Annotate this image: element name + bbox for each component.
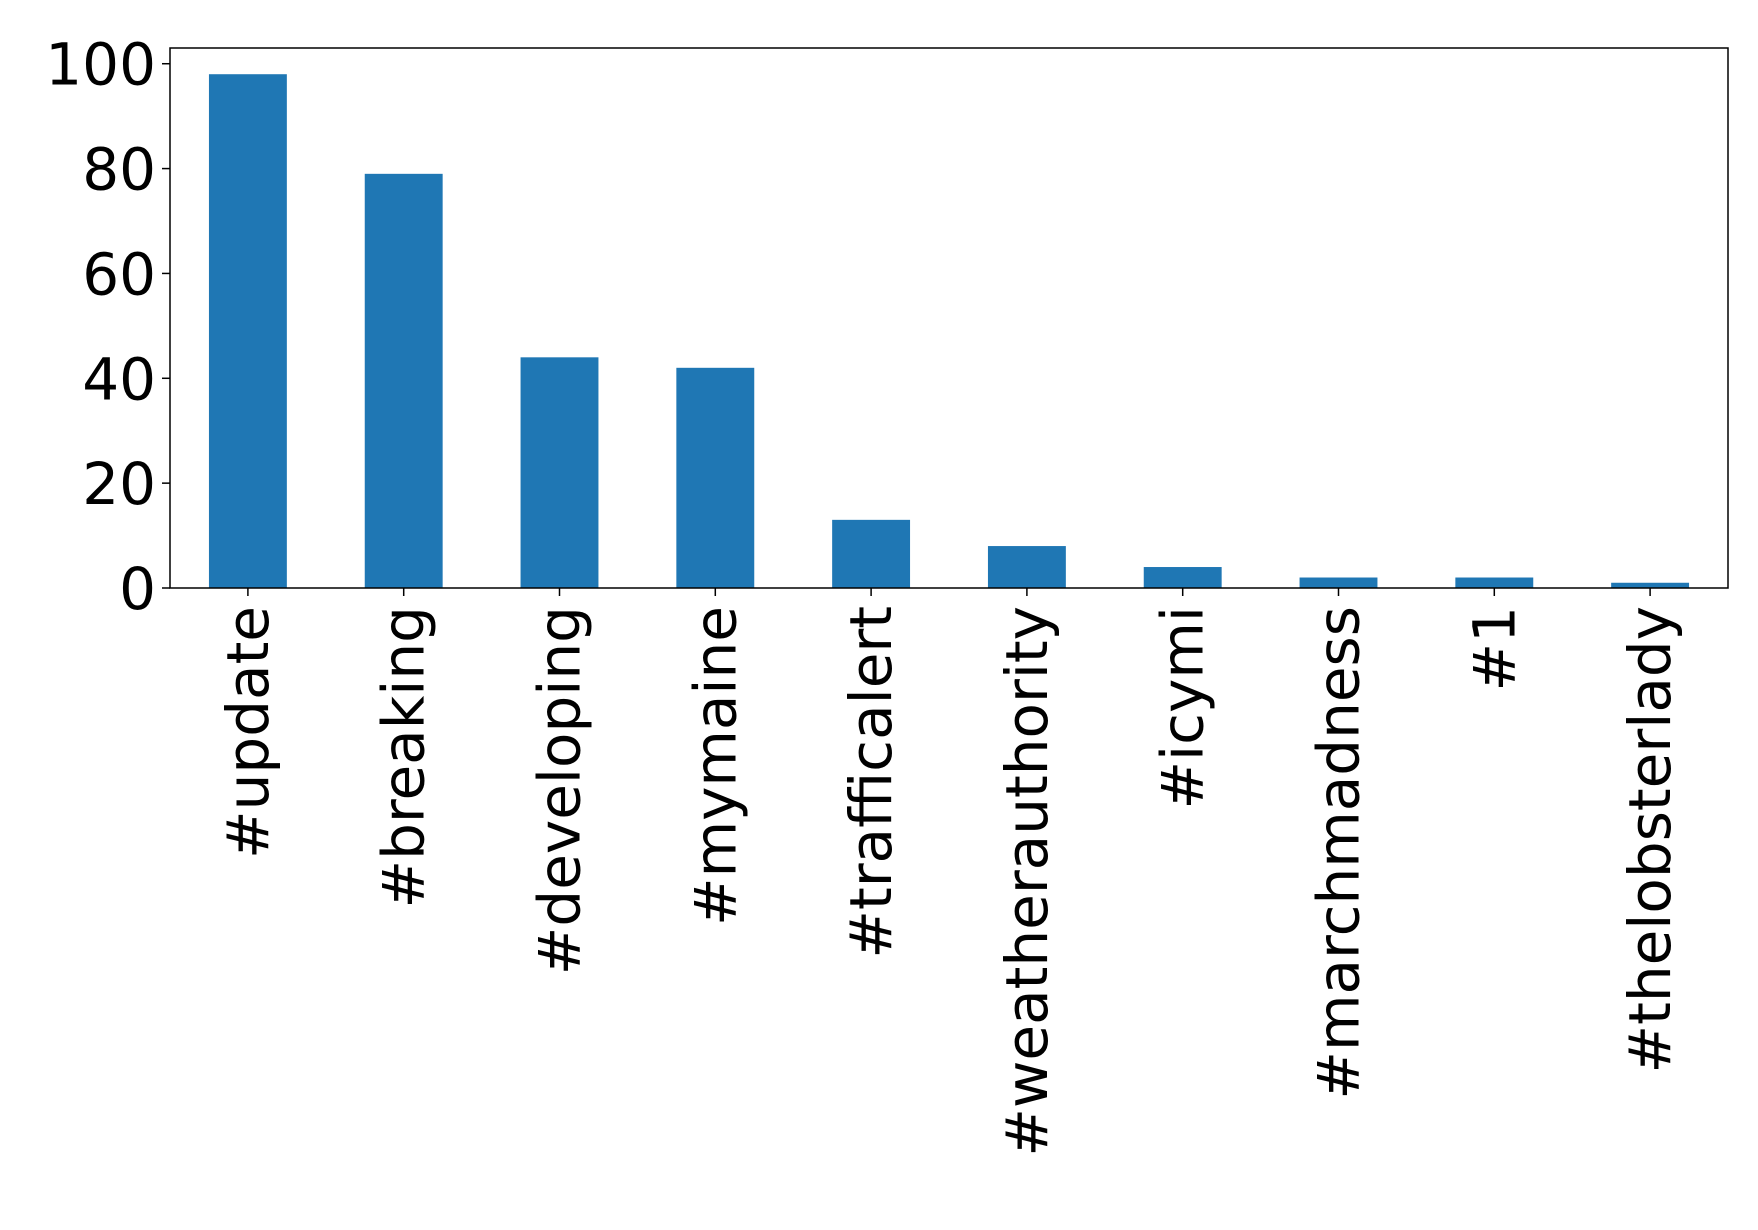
x-tick-label: #breaking: [370, 606, 438, 909]
x-tick-label: #1: [1460, 606, 1528, 692]
y-tick-label: 0: [119, 555, 156, 623]
x-axis: #update #breaking #developing #mymaine #traf…: [214, 588, 1684, 1157]
x-tick-label: #trafficalert: [837, 606, 905, 959]
x-tick-label: #update: [214, 606, 282, 859]
bar-update: [208, 74, 287, 588]
y-tick-label: 60: [82, 240, 156, 308]
bar-marchmadness: [1299, 577, 1378, 588]
bar-icymi: [1143, 567, 1222, 588]
bar-1: [1455, 577, 1534, 588]
y-axis: 0 20 40 60 80 100: [45, 31, 170, 623]
x-tick-label: #marchmadness: [1305, 606, 1373, 1100]
x-tick-label: #icymi: [1149, 606, 1217, 810]
bars: [208, 74, 1690, 588]
y-tick-label: 100: [45, 31, 156, 99]
x-tick-label: #mymaine: [681, 606, 749, 926]
bar-trafficalert: [832, 519, 911, 588]
x-tick-label: #thelobsterlady: [1616, 606, 1684, 1073]
y-tick-label: 40: [82, 345, 156, 413]
bar-thelobsterlady: [1611, 582, 1690, 588]
x-tick-label: #weatherauthority: [993, 606, 1061, 1157]
bar-weatherauthority: [987, 546, 1066, 588]
y-tick-label: 80: [82, 136, 156, 204]
y-tick-label: 20: [82, 450, 156, 518]
bar-mymaine: [676, 367, 755, 588]
plot-area-frame: [169, 47, 1729, 589]
bar-breaking: [364, 173, 443, 588]
bar-developing: [520, 357, 599, 588]
x-tick-label: #developing: [526, 606, 594, 975]
